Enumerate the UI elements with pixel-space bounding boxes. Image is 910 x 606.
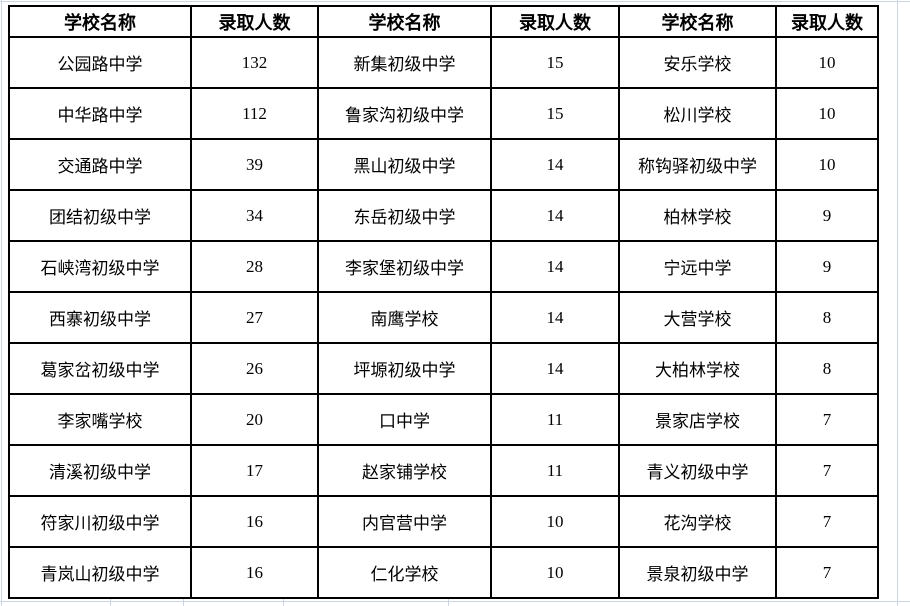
- table-row: 符家川初级中学 16 内官营中学 10 花沟学校 7: [8, 495, 879, 548]
- admit-count-cell: 27: [190, 291, 319, 344]
- school-name-cell: 交通路中学: [8, 138, 192, 191]
- admit-count-cell: 15: [490, 87, 620, 140]
- spreadsheet-gridline-right: [897, 0, 898, 606]
- admit-count-cell: 10: [775, 87, 879, 140]
- school-name-cell: 公园路中学: [8, 36, 192, 89]
- school-name-cell: 青岚山初级中学: [8, 546, 192, 599]
- admit-count-header: 录取人数: [190, 5, 319, 38]
- admit-count-cell: 8: [775, 342, 879, 395]
- admit-count-cell: 9: [775, 189, 879, 242]
- table-row: 西寨初级中学 27 南鹰学校 14 大营学校 8: [8, 291, 879, 344]
- school-name-cell: 赵家铺学校: [317, 444, 492, 497]
- admit-count-cell: 11: [490, 444, 620, 497]
- admit-count-cell: 14: [490, 291, 620, 344]
- school-name-cell: 大营学校: [618, 291, 777, 344]
- admit-count-cell: 34: [190, 189, 319, 242]
- school-name-cell: 黑山初级中学: [317, 138, 492, 191]
- table-row: 清溪初级中学 17 赵家铺学校 11 青义初级中学 7: [8, 444, 879, 497]
- admissions-table-body: 公园路中学 132 新集初级中学 15 安乐学校 10 中华路中学 112 鲁家沟初级中学 15 松…: [8, 36, 879, 599]
- spreadsheet-gridline-top: [0, 1, 910, 2]
- school-name-cell: 称钩驿初级中学: [618, 138, 777, 191]
- admit-count-cell: 7: [775, 546, 879, 599]
- admit-count-cell: 8: [775, 291, 879, 344]
- admit-count-cell: 20: [190, 393, 319, 446]
- admit-count-cell: 10: [775, 36, 879, 89]
- school-name-cell: 青义初级中学: [618, 444, 777, 497]
- table-row: 石峡湾初级中学 28 李家堡初级中学 14 宁远中学 9: [8, 240, 879, 293]
- school-name-cell: 花沟学校: [618, 495, 777, 548]
- school-name-header: 学校名称: [618, 5, 777, 38]
- admit-count-cell: 11: [490, 393, 620, 446]
- school-name-cell: 符家川初级中学: [8, 495, 192, 548]
- admit-count-cell: 28: [190, 240, 319, 293]
- spreadsheet-gridline-bottom: [0, 601, 910, 602]
- school-name-cell: 松川学校: [618, 87, 777, 140]
- admit-count-cell: 10: [490, 495, 620, 548]
- school-name-cell: 清溪初级中学: [8, 444, 192, 497]
- table-row: 葛家岔初级中学 26 坪塬初级中学 14 大柏林学校 8: [8, 342, 879, 395]
- school-name-cell: 团结初级中学: [8, 189, 192, 242]
- table-row: 中华路中学 112 鲁家沟初级中学 15 松川学校 10: [8, 87, 879, 140]
- school-name-header: 学校名称: [8, 5, 192, 38]
- admit-count-cell: 15: [490, 36, 620, 89]
- school-name-cell: 石峡湾初级中学: [8, 240, 192, 293]
- school-name-header: 学校名称: [317, 5, 492, 38]
- table-header-row: 学校名称 录取人数 学校名称 录取人数 学校名称 录取人数: [8, 5, 879, 38]
- admit-count-cell: 132: [190, 36, 319, 89]
- spreadsheet-gridline-left: [1, 0, 2, 606]
- admit-count-cell: 7: [775, 393, 879, 446]
- admit-count-header: 录取人数: [775, 5, 879, 38]
- admit-count-cell: 10: [775, 138, 879, 191]
- school-name-cell: 鲁家沟初级中学: [317, 87, 492, 140]
- admit-count-cell: 7: [775, 444, 879, 497]
- school-name-cell: 李家嘴学校: [8, 393, 192, 446]
- table-row: 公园路中学 132 新集初级中学 15 安乐学校 10: [8, 36, 879, 89]
- school-name-cell: 南鹰学校: [317, 291, 492, 344]
- school-name-cell: 中华路中学: [8, 87, 192, 140]
- admit-count-cell: 7: [775, 495, 879, 548]
- school-name-cell: 李家堡初级中学: [317, 240, 492, 293]
- admit-count-cell: 16: [190, 495, 319, 548]
- school-name-cell: 安乐学校: [618, 36, 777, 89]
- school-name-cell: 西寨初级中学: [8, 291, 192, 344]
- admit-count-cell: 26: [190, 342, 319, 395]
- school-name-cell: 葛家岔初级中学: [8, 342, 192, 395]
- school-name-cell: 景泉初级中学: [618, 546, 777, 599]
- school-name-cell: 坪塬初级中学: [317, 342, 492, 395]
- admissions-table: 学校名称 录取人数 学校名称 录取人数 学校名称 录取人数 公园路中学 132 新集…: [8, 5, 879, 599]
- admit-count-cell: 16: [190, 546, 319, 599]
- school-name-cell: 柏林学校: [618, 189, 777, 242]
- admit-count-cell: 10: [490, 546, 620, 599]
- table-row: 李家嘴学校 20 口中学 11 景家店学校 7: [8, 393, 879, 446]
- admit-count-cell: 14: [490, 189, 620, 242]
- school-name-cell: 新集初级中学: [317, 36, 492, 89]
- admit-count-cell: 39: [190, 138, 319, 191]
- table-row: 交通路中学 39 黑山初级中学 14 称钩驿初级中学 10: [8, 138, 879, 191]
- school-name-cell: 景家店学校: [618, 393, 777, 446]
- school-name-cell: 仁化学校: [317, 546, 492, 599]
- school-name-cell: 口中学: [317, 393, 492, 446]
- admit-count-header: 录取人数: [490, 5, 620, 38]
- admit-count-cell: 14: [490, 342, 620, 395]
- table-row: 团结初级中学 34 东岳初级中学 14 柏林学校 9: [8, 189, 879, 242]
- school-name-cell: 东岳初级中学: [317, 189, 492, 242]
- admit-count-cell: 17: [190, 444, 319, 497]
- admit-count-cell: 14: [490, 240, 620, 293]
- admit-count-cell: 9: [775, 240, 879, 293]
- table-row: 青岚山初级中学 16 仁化学校 10 景泉初级中学 7: [8, 546, 879, 599]
- admit-count-cell: 112: [190, 87, 319, 140]
- admit-count-cell: 14: [490, 138, 620, 191]
- school-name-cell: 内官营中学: [317, 495, 492, 548]
- school-name-cell: 大柏林学校: [618, 342, 777, 395]
- school-name-cell: 宁远中学: [618, 240, 777, 293]
